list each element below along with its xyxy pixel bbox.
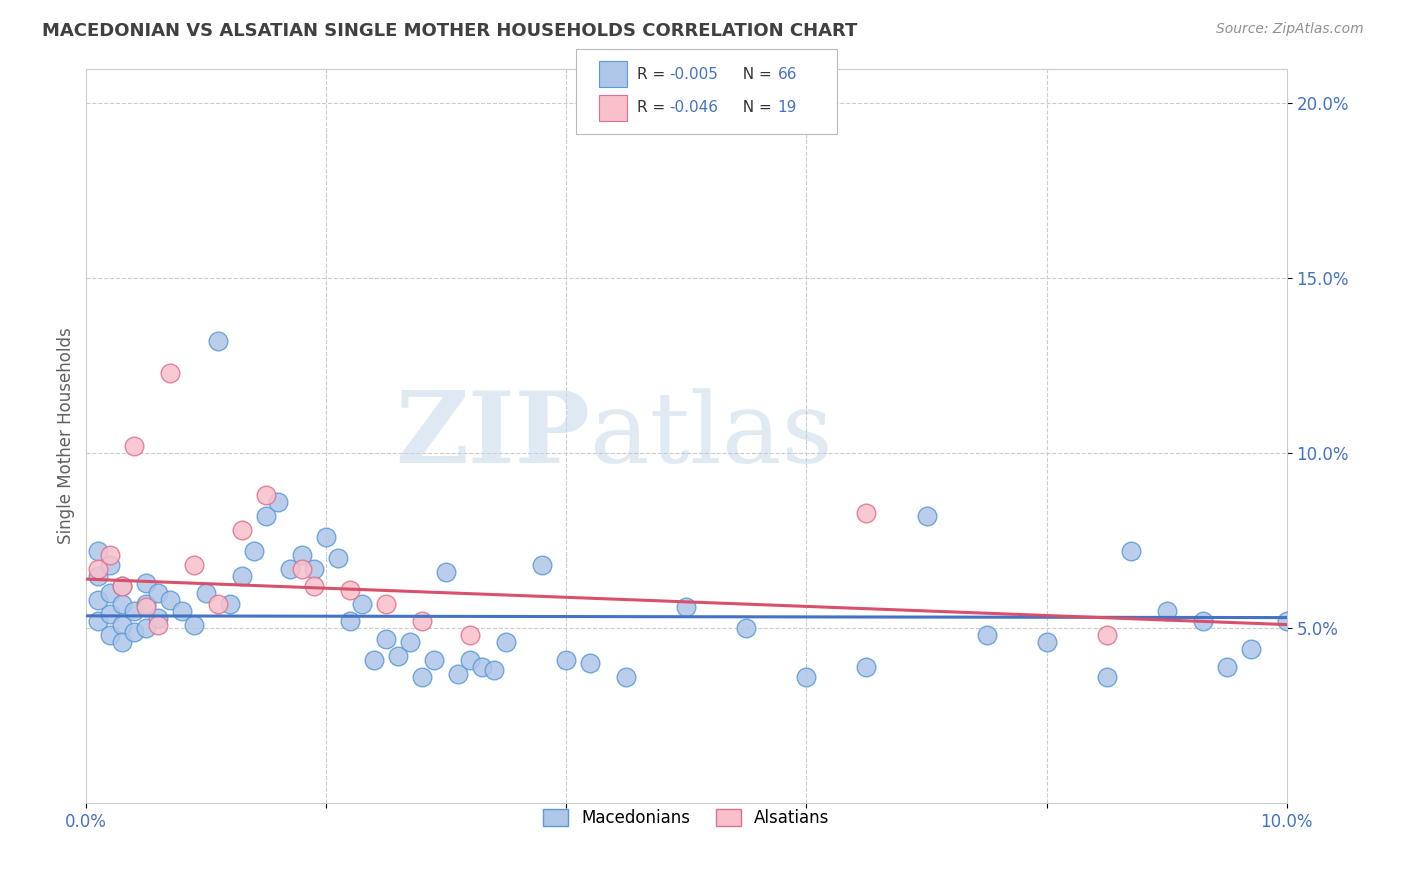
Text: atlas: atlas: [591, 388, 834, 483]
Text: -0.005: -0.005: [669, 67, 718, 81]
Point: [352, 597, 374, 611]
Point: [976, 628, 998, 642]
Point: [1095, 628, 1118, 642]
Point: [1095, 670, 1118, 684]
Point: [207, 334, 229, 349]
Point: [555, 652, 578, 666]
Point: [616, 670, 638, 684]
Legend: Macedonians, Alsatians: Macedonians, Alsatians: [536, 800, 838, 835]
Point: [254, 488, 277, 502]
Point: [98, 558, 121, 573]
Point: [87, 614, 110, 628]
Point: [460, 628, 482, 642]
Point: [111, 635, 134, 649]
Point: [339, 614, 361, 628]
Point: [1119, 544, 1142, 558]
Point: [315, 530, 337, 544]
Point: [531, 558, 554, 573]
Point: [1275, 614, 1298, 628]
Point: [796, 670, 818, 684]
Point: [195, 586, 218, 600]
Point: [387, 649, 409, 664]
Point: [375, 597, 398, 611]
Point: [1215, 659, 1237, 673]
Text: 19: 19: [778, 101, 797, 115]
Point: [87, 593, 110, 607]
Y-axis label: Single Mother Households: Single Mother Households: [58, 327, 75, 544]
Point: [172, 604, 194, 618]
Point: [915, 509, 938, 524]
Point: [111, 617, 134, 632]
Point: [375, 632, 398, 646]
Point: [495, 635, 517, 649]
Point: [87, 561, 110, 575]
Point: [363, 652, 385, 666]
Point: [1035, 635, 1057, 649]
Point: [219, 597, 242, 611]
Point: [291, 548, 314, 562]
Point: [675, 600, 697, 615]
Point: [579, 656, 602, 670]
Point: [111, 597, 134, 611]
Point: [243, 544, 266, 558]
Point: [339, 582, 361, 597]
Point: [111, 579, 134, 593]
Point: [254, 509, 277, 524]
Point: [434, 565, 457, 579]
Point: [135, 597, 157, 611]
Point: [328, 551, 350, 566]
Point: [207, 597, 229, 611]
Point: [124, 604, 146, 618]
Point: [148, 586, 170, 600]
Point: [159, 593, 181, 607]
Point: [231, 568, 253, 582]
Point: [291, 561, 314, 575]
Point: [98, 586, 121, 600]
Point: [460, 652, 482, 666]
Point: [98, 607, 121, 621]
Point: [124, 439, 146, 453]
Point: [148, 617, 170, 632]
Text: N =: N =: [733, 101, 776, 115]
Point: [484, 663, 506, 677]
Point: [183, 558, 205, 573]
Point: [1239, 642, 1261, 657]
Text: ZIP: ZIP: [395, 387, 591, 484]
Text: R =: R =: [637, 67, 671, 81]
Point: [447, 666, 470, 681]
Point: [135, 575, 157, 590]
Point: [124, 624, 146, 639]
Point: [98, 628, 121, 642]
Point: [855, 659, 877, 673]
Point: [471, 659, 494, 673]
Point: [87, 568, 110, 582]
Point: [111, 579, 134, 593]
Text: Source: ZipAtlas.com: Source: ZipAtlas.com: [1216, 22, 1364, 37]
Point: [735, 621, 758, 635]
Point: [159, 366, 181, 380]
Point: [231, 523, 253, 537]
Point: [304, 561, 326, 575]
Point: [98, 548, 121, 562]
Text: -0.046: -0.046: [669, 101, 718, 115]
Point: [411, 614, 433, 628]
Point: [148, 610, 170, 624]
Point: [411, 670, 433, 684]
Point: [87, 544, 110, 558]
Text: N =: N =: [733, 67, 776, 81]
Point: [267, 495, 290, 509]
Point: [183, 617, 205, 632]
Point: [135, 621, 157, 635]
Point: [135, 600, 157, 615]
Point: [1156, 604, 1178, 618]
Point: [1191, 614, 1213, 628]
Text: 66: 66: [778, 67, 797, 81]
Point: [855, 506, 877, 520]
Point: [399, 635, 422, 649]
Point: [304, 579, 326, 593]
Text: R =: R =: [637, 101, 671, 115]
Point: [280, 561, 302, 575]
Point: [423, 652, 446, 666]
Text: MACEDONIAN VS ALSATIAN SINGLE MOTHER HOUSEHOLDS CORRELATION CHART: MACEDONIAN VS ALSATIAN SINGLE MOTHER HOU…: [42, 22, 858, 40]
